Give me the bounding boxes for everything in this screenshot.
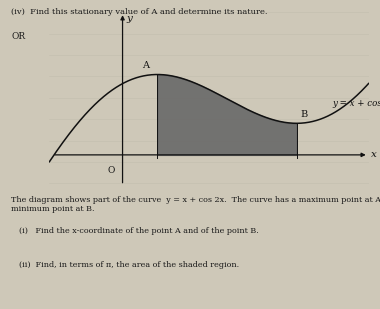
- Text: A: A: [142, 61, 149, 70]
- Text: (iv)  Find this stationary value of A and determine its nature.: (iv) Find this stationary value of A and…: [11, 8, 268, 16]
- Text: (i)   Find the x-coordinate of the point A and of the point B.: (i) Find the x-coordinate of the point A…: [19, 227, 259, 235]
- Text: (ii)  Find, in terms of π, the area of the shaded region.: (ii) Find, in terms of π, the area of th…: [19, 261, 239, 269]
- Text: O: O: [107, 166, 114, 175]
- Text: y = x + cos 2x: y = x + cos 2x: [332, 99, 380, 108]
- Text: x: x: [371, 150, 377, 159]
- Text: B: B: [301, 110, 308, 119]
- Text: OR: OR: [11, 32, 25, 41]
- Text: The diagram shows part of the curve  y = x + cos 2x.  The curve has a maximum po: The diagram shows part of the curve y = …: [11, 196, 380, 214]
- Text: y: y: [127, 14, 132, 23]
